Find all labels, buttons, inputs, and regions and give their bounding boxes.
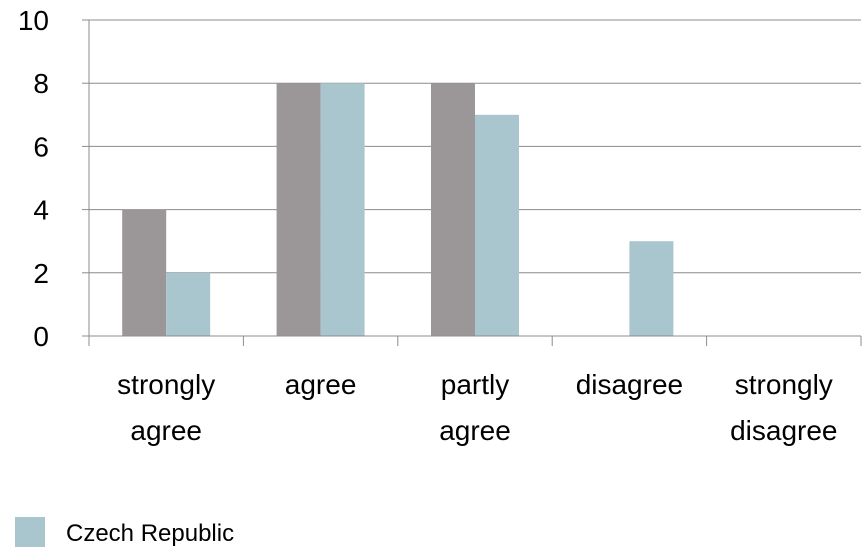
x-category-label-line: disagree xyxy=(576,369,683,400)
x-category-label-line: agree xyxy=(130,415,202,446)
axes xyxy=(82,19,862,346)
y-tick-label: 2 xyxy=(33,258,49,289)
legend-swatch xyxy=(15,517,45,547)
x-category-label-line: strongly xyxy=(735,369,833,400)
x-category-label-line: agree xyxy=(285,369,357,400)
y-axis-tick-labels: 0 2 4 6 8 10 xyxy=(18,5,49,352)
bars xyxy=(122,83,674,336)
legend-label: Czech Republic xyxy=(66,520,234,547)
x-category-label-line: strongly xyxy=(117,369,215,400)
legend: Czech Republic xyxy=(15,517,234,547)
x-category-label: agree xyxy=(285,369,357,400)
bar-series-1-category-2 xyxy=(276,83,321,336)
x-category-label-line: agree xyxy=(439,415,511,446)
y-tick-label: 6 xyxy=(33,131,49,162)
x-category-label-line: disagree xyxy=(730,415,837,446)
bar-series-2-category-4 xyxy=(629,241,674,336)
x-category-label: partly agree xyxy=(439,369,511,446)
bar-series-1-category-3 xyxy=(431,83,475,336)
x-category-label: strongly disagree xyxy=(730,369,837,446)
y-tick-label: 0 xyxy=(33,321,49,352)
y-tick-label: 8 xyxy=(33,68,49,99)
bar-series-2-category-3 xyxy=(475,114,519,336)
y-tick-label: 10 xyxy=(18,5,49,36)
bar-series-2-category-2 xyxy=(320,83,365,336)
y-tick-label: 4 xyxy=(33,195,49,226)
bar-series-1-category-1 xyxy=(122,209,167,336)
x-category-label: strongly agree xyxy=(117,369,215,446)
x-category-label-line: partly xyxy=(441,369,509,400)
bar-series-2-category-1 xyxy=(166,272,211,336)
x-category-label: disagree xyxy=(576,369,683,400)
